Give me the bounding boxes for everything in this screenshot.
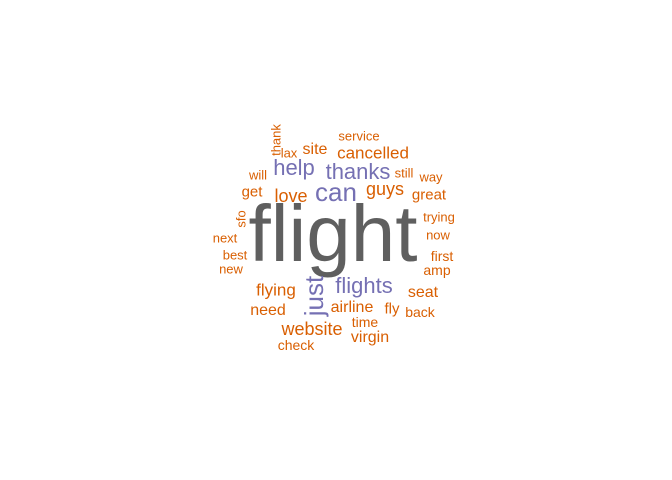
word-new: new — [219, 261, 243, 277]
word-will: will — [248, 167, 268, 183]
word-great: great — [411, 186, 447, 204]
word-website: website — [281, 319, 343, 339]
word-way: way — [419, 169, 443, 185]
word-best: best — [222, 247, 248, 263]
word-lax: lax — [280, 145, 298, 161]
word-get: get — [241, 183, 263, 201]
word-help: help — [273, 155, 315, 180]
word-guys: guys — [365, 179, 405, 199]
word-check: check — [277, 337, 315, 353]
word-virgin: virgin — [350, 329, 390, 346]
word-back: back — [405, 304, 435, 320]
word-airline: airline — [330, 299, 374, 316]
word-still: still — [394, 165, 414, 181]
word-time: time — [351, 314, 379, 330]
word-first: first — [430, 248, 454, 264]
word-flights: flights — [335, 273, 393, 298]
word-seat: seat — [407, 284, 439, 301]
word-thanks: thanks — [325, 159, 391, 184]
word-fly: fly — [384, 300, 400, 318]
word-site: site — [302, 141, 328, 158]
word-now: now — [426, 227, 450, 243]
word-cancelled: cancelled — [337, 143, 409, 163]
word-sfo: sfo — [233, 210, 249, 228]
word-thank: thank — [268, 124, 284, 156]
word-service: service — [338, 128, 380, 144]
word-next: next — [212, 230, 238, 246]
word-flight: flight — [248, 189, 418, 278]
word-trying: trying — [423, 209, 455, 225]
word-love: love — [274, 186, 308, 206]
word-need: need — [250, 302, 286, 319]
word-amp: amp — [423, 262, 451, 278]
word-just: just — [299, 275, 329, 317]
word-flying: flying — [256, 280, 296, 300]
word-can: can — [315, 177, 357, 207]
